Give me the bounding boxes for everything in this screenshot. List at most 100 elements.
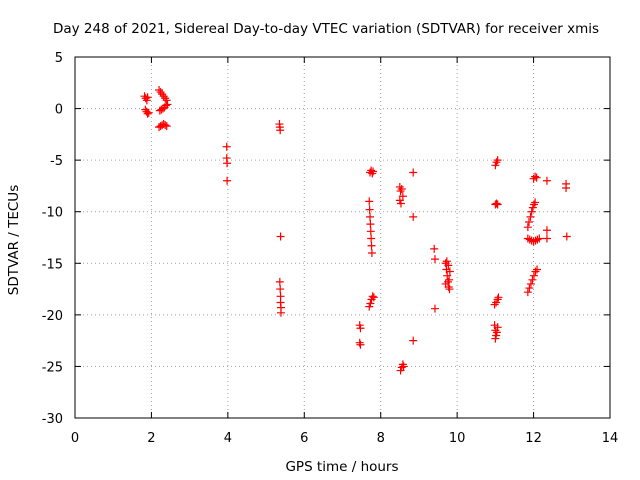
data-point <box>493 200 502 209</box>
data-point <box>531 172 540 181</box>
data-point <box>369 167 378 176</box>
data-point <box>443 271 452 280</box>
data-point <box>562 183 571 192</box>
data-point <box>276 285 285 294</box>
plot-frame <box>74 56 611 419</box>
axis-ticks: 0 2 4 6 8 10 12 14 -30 -25 -20 -15 -10 -5 0 5 <box>42 51 619 446</box>
data-point <box>366 227 375 236</box>
data-point <box>542 176 551 185</box>
x-tick-label: 4 <box>224 431 232 446</box>
data-point <box>535 234 544 243</box>
data-point <box>492 158 501 167</box>
data-point <box>529 271 538 280</box>
data-point <box>365 197 374 206</box>
data-point <box>368 169 377 178</box>
data-point <box>445 285 454 294</box>
data-point <box>442 257 451 266</box>
data-point <box>445 267 454 276</box>
data-point <box>356 324 365 333</box>
data-point <box>409 168 418 177</box>
data-point <box>490 300 499 309</box>
data-point <box>144 108 153 117</box>
data-point <box>531 198 540 207</box>
data-point <box>162 122 171 131</box>
data-point <box>533 265 542 274</box>
x-tick-label: 6 <box>300 431 308 446</box>
data-point <box>526 279 535 288</box>
y-tick-label: -10 <box>42 206 63 221</box>
data-point <box>162 96 171 105</box>
data-point <box>397 185 406 194</box>
y-tick-label: -30 <box>42 412 63 427</box>
data-point <box>366 212 375 221</box>
data-point <box>369 293 378 302</box>
data-point <box>355 338 364 347</box>
data-point <box>430 255 439 264</box>
x-axis-label: GPS time / hours <box>285 459 398 475</box>
data-point <box>276 232 285 241</box>
data-point <box>528 275 537 284</box>
data-point <box>493 295 502 304</box>
y-tick-label: -5 <box>50 154 63 169</box>
data-point <box>532 173 541 182</box>
data-point <box>368 292 377 301</box>
data-point <box>365 205 374 214</box>
data-point <box>155 86 164 95</box>
data-point <box>492 328 501 337</box>
data-point <box>159 92 168 101</box>
data-point <box>276 126 285 135</box>
data-point <box>276 308 285 317</box>
data-point <box>542 234 551 243</box>
data-points <box>140 86 571 375</box>
y-tick-label: -25 <box>42 360 63 375</box>
data-point <box>523 288 532 297</box>
data-point <box>356 340 365 349</box>
y-tick-label: 0 <box>55 103 63 118</box>
data-point <box>523 234 532 243</box>
data-point <box>494 293 503 302</box>
data-point <box>222 142 231 151</box>
data-point <box>161 94 170 103</box>
data-point <box>409 212 418 221</box>
data-point <box>442 265 451 274</box>
data-point <box>524 218 533 227</box>
data-point <box>444 261 453 270</box>
chart-title: Day 248 of 2021, Sidereal Day-to-day VTE… <box>53 21 599 37</box>
data-point <box>441 279 450 288</box>
data-point <box>409 336 418 345</box>
data-point <box>430 244 439 253</box>
y-tick-label: -15 <box>42 257 63 272</box>
x-tick-label: 2 <box>147 431 155 446</box>
data-point <box>367 234 376 243</box>
data-point <box>395 182 404 191</box>
data-point <box>529 200 538 209</box>
data-point <box>531 236 540 245</box>
data-point <box>367 248 376 257</box>
data-point <box>396 199 405 208</box>
data-point <box>275 277 284 286</box>
data-point <box>141 94 150 103</box>
data-point <box>161 101 170 110</box>
data-point <box>533 235 542 244</box>
data-point <box>430 304 439 313</box>
y-axis-label: SDTVAR / TECUs <box>6 185 22 295</box>
data-point <box>163 100 172 109</box>
data-point <box>366 299 375 308</box>
data-point <box>523 223 532 232</box>
data-point <box>527 207 536 216</box>
data-point <box>529 237 538 246</box>
data-point <box>525 284 534 293</box>
data-point <box>398 192 407 201</box>
y-tick-label: 5 <box>55 51 63 66</box>
data-point <box>542 226 551 235</box>
x-tick-label: 8 <box>377 431 385 446</box>
data-point <box>491 334 500 343</box>
data-point <box>223 176 232 185</box>
data-point <box>143 109 152 118</box>
data-point <box>223 159 232 168</box>
grid-lines <box>75 57 610 418</box>
data-point <box>399 362 408 371</box>
x-tick-label: 14 <box>602 431 619 446</box>
x-tick-label: 12 <box>525 431 542 446</box>
